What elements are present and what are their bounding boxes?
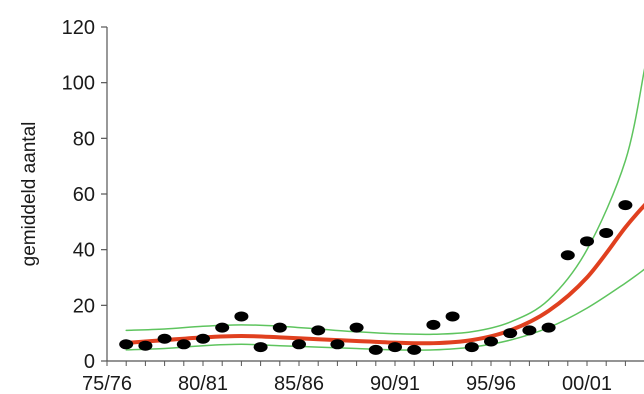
- x-tick-label: 80/81: [178, 373, 228, 394]
- axes: [106, 27, 644, 362]
- data-point: [618, 200, 633, 211]
- data-point: [272, 322, 287, 333]
- y-tick-label: 120: [62, 17, 95, 39]
- data-point: [407, 344, 422, 355]
- y-tick-label: 40: [73, 240, 95, 262]
- data-point: [445, 311, 460, 322]
- data-point: [580, 236, 594, 247]
- x-tick-label: 00/01: [562, 373, 612, 394]
- data-point: [388, 342, 402, 353]
- x-ticks: 75/76 80/81 85/86 90/91 95/96 00/01: [82, 361, 626, 394]
- y-tick-label: 20: [73, 295, 95, 317]
- x-tick-label: 85/86: [274, 373, 324, 394]
- x-tick-label: 90/91: [370, 373, 420, 394]
- data-point: [464, 342, 479, 353]
- data-point: [599, 227, 614, 238]
- series-group: [119, 68, 644, 355]
- y-axis-title: gemiddeld aantal: [19, 122, 40, 267]
- data-point: [138, 340, 153, 351]
- data-point: [196, 333, 210, 344]
- data-point: [234, 311, 249, 322]
- data-point: [330, 339, 345, 350]
- data-point: [215, 322, 230, 333]
- data-point: [368, 344, 383, 355]
- data-point: [426, 319, 441, 330]
- data-point: [292, 339, 306, 350]
- data-point: [484, 336, 498, 347]
- data-point: [503, 328, 518, 339]
- trend-line: [124, 203, 644, 346]
- data-point: [157, 333, 172, 344]
- data-point: [311, 325, 326, 336]
- y-tick-label: 100: [62, 73, 95, 95]
- data-point: [349, 322, 364, 333]
- data-point: [176, 339, 191, 350]
- data-point: [253, 342, 268, 353]
- y-tick-label: 0: [84, 351, 95, 373]
- data-point: [119, 339, 134, 350]
- y-ticks: 0 20 40 60 80 100 120: [62, 17, 107, 373]
- data-point: [522, 325, 537, 336]
- upper-confidence-line: [125, 68, 644, 336]
- x-tick-label: 75/76: [82, 373, 132, 394]
- data-point: [541, 322, 556, 333]
- y-tick-label: 60: [73, 184, 95, 206]
- plot-area: [119, 68, 644, 355]
- x-tick-label: 95/96: [466, 373, 516, 394]
- y-tick-label: 80: [73, 128, 95, 150]
- data-point: [560, 250, 575, 261]
